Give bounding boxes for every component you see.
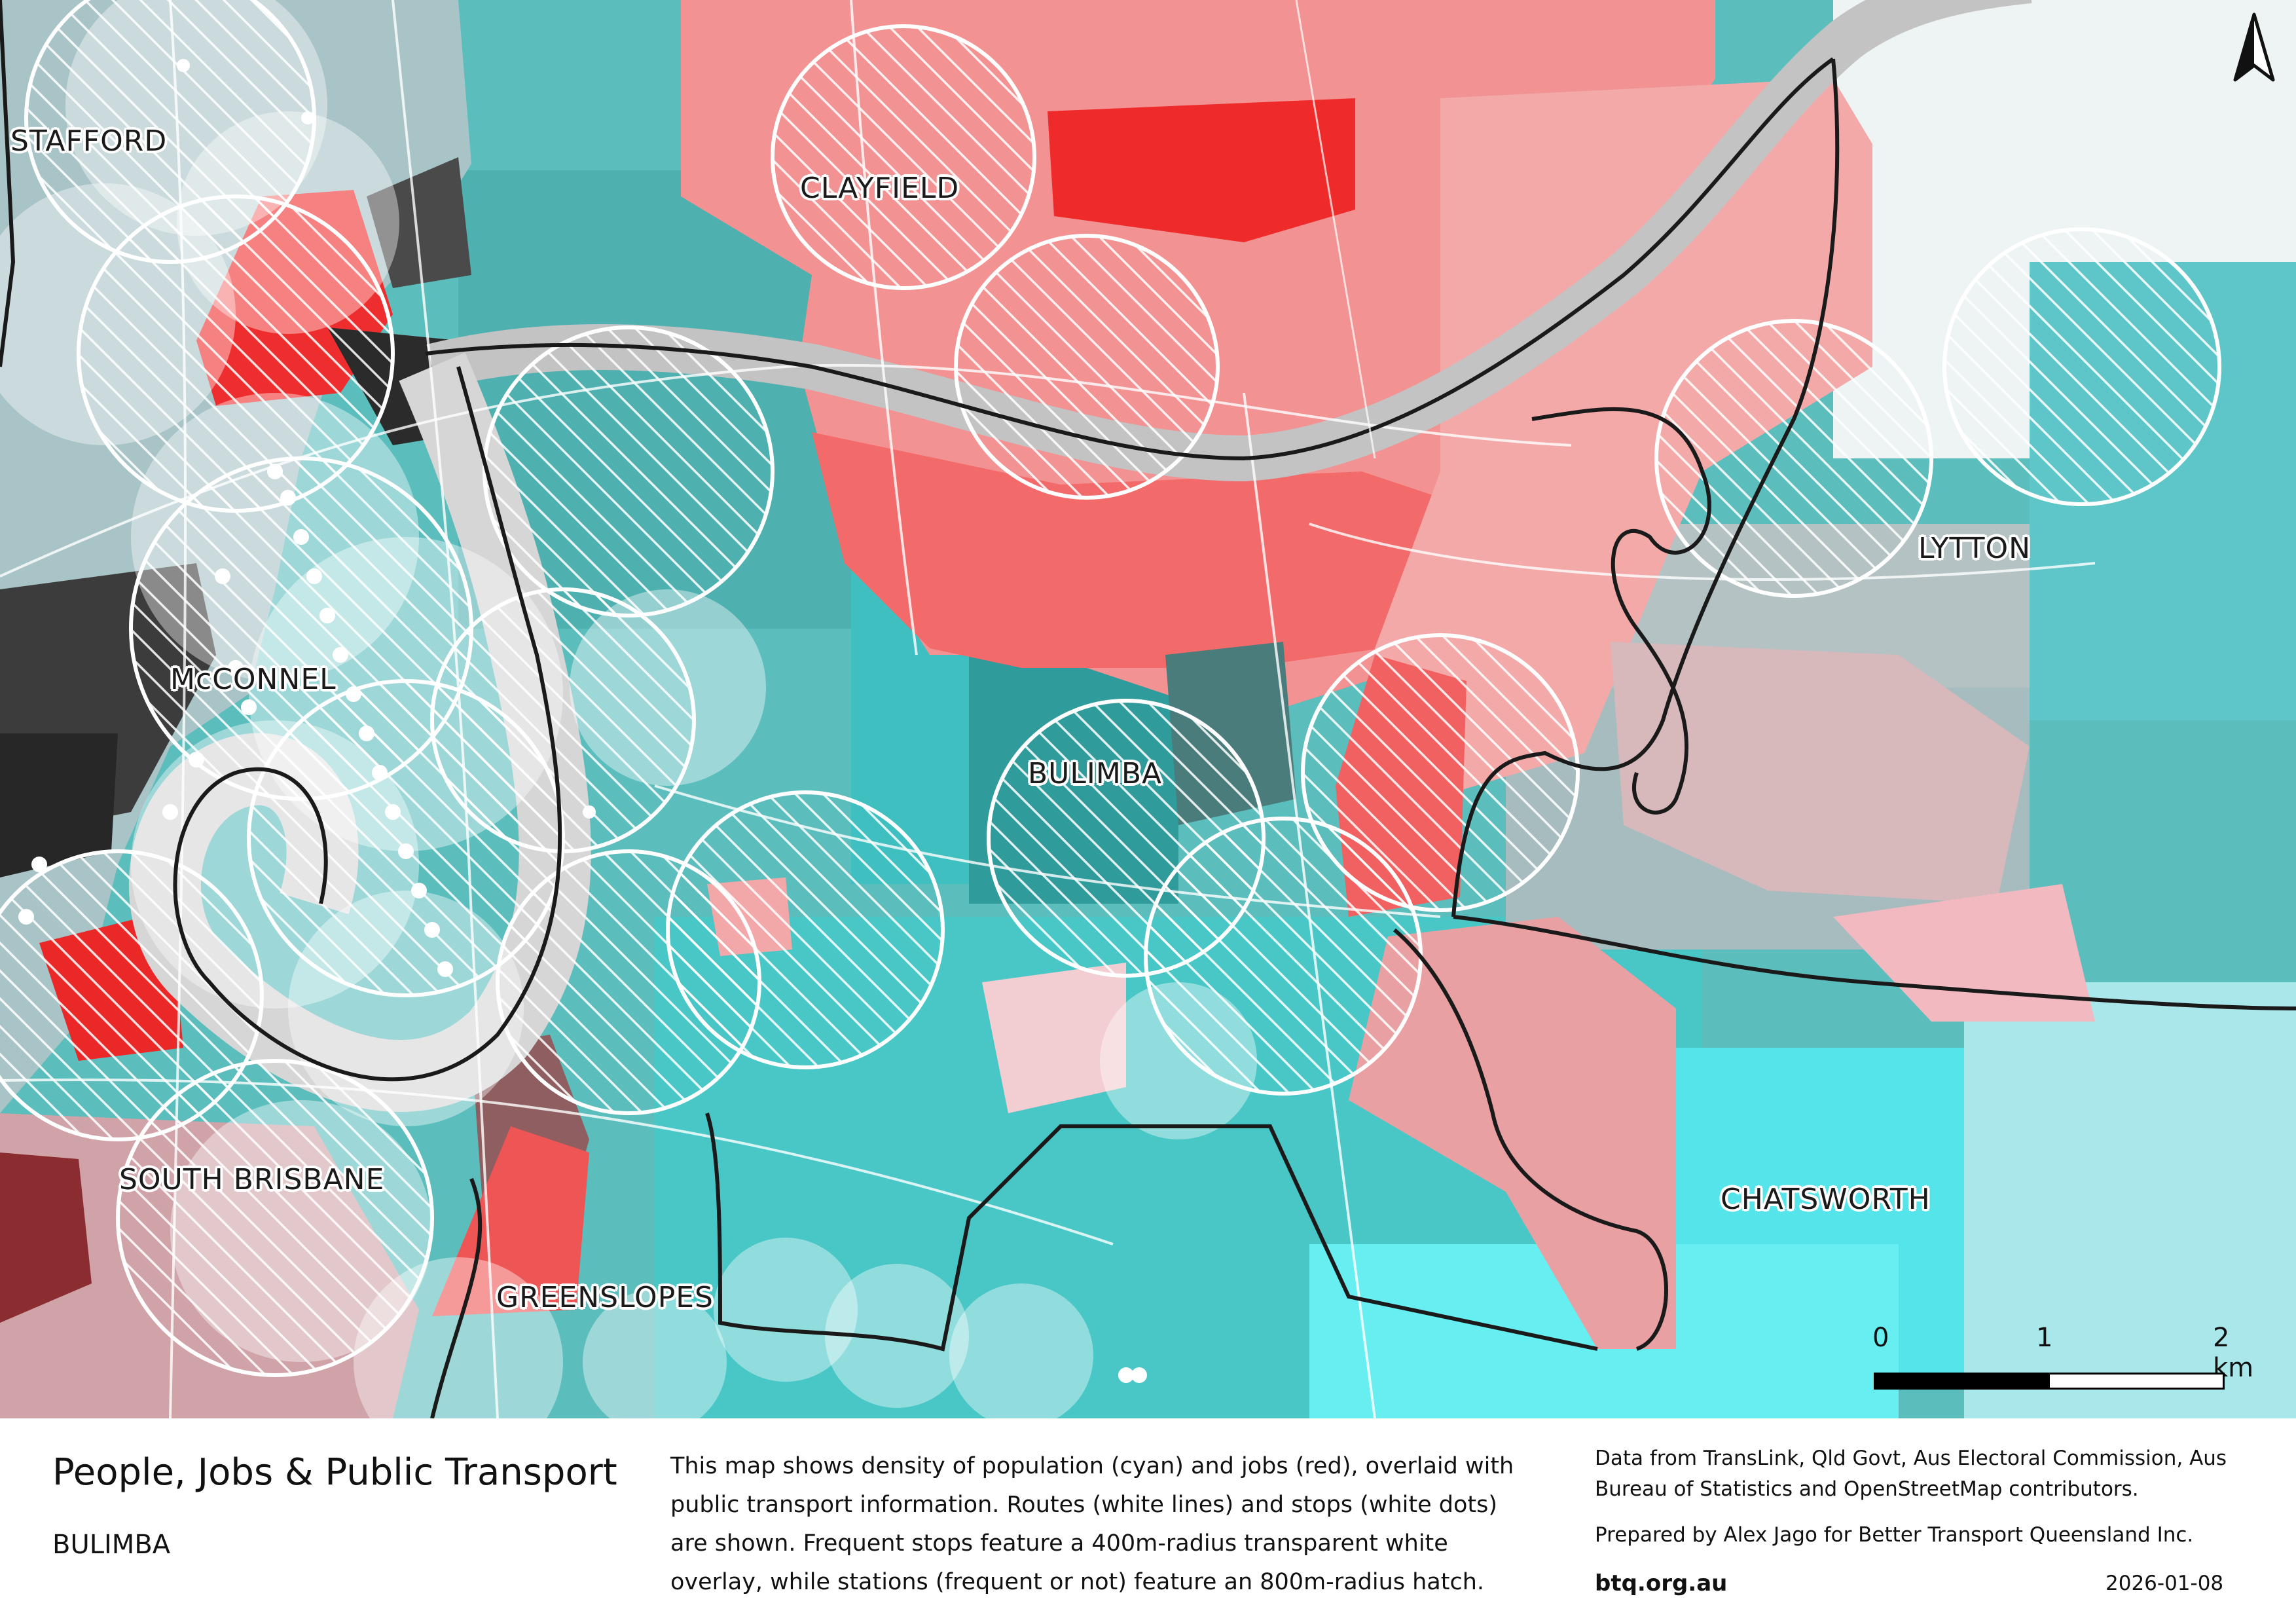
legend-footer: People, Jobs & Public Transport BULIMBA … bbox=[0, 1418, 2296, 1624]
map-date: 2026-01-08 bbox=[2105, 1572, 2224, 1595]
website-link[interactable]: btq.org.au bbox=[1595, 1570, 1728, 1596]
place-label-stafford: STAFFORD bbox=[10, 124, 168, 158]
boundary-lines bbox=[0, 0, 2296, 1418]
mixed-zone-dark bbox=[367, 157, 471, 288]
prepared-by: Prepared by Alex Jago for Better Transpo… bbox=[1595, 1523, 2194, 1547]
place-label-bulimba: BULIMBA bbox=[1028, 757, 1163, 790]
transport-routes bbox=[0, 0, 2096, 1418]
place-label-clayfield: CLAYFIELD bbox=[800, 172, 960, 205]
scale-bar: 0 1 2 km bbox=[1872, 1323, 2253, 1401]
jobs-zone-light bbox=[1833, 884, 2095, 1022]
data-credits: Data from TransLink, Qld Govt, Aus Elect… bbox=[1595, 1447, 2227, 1501]
jobs-zone-high bbox=[1048, 98, 1355, 242]
jobs-zone-light bbox=[1349, 917, 1676, 1349]
map-subtitle: BULIMBA bbox=[52, 1530, 171, 1560]
population-zone bbox=[1964, 982, 2296, 1418]
mixed-zone-dark bbox=[0, 1153, 92, 1323]
jobs-zone bbox=[812, 432, 1440, 668]
place-label-mcconnel: McCONNEL bbox=[170, 663, 337, 696]
scale-segment-white bbox=[2048, 1373, 2225, 1390]
scale-tick-1: 1 bbox=[2036, 1323, 2053, 1353]
transport-stops bbox=[18, 59, 1147, 1383]
place-label-south-brisbane: SOUTH BRISBANE bbox=[119, 1163, 385, 1196]
map-description: This map shows density of population (cy… bbox=[670, 1453, 1514, 1595]
mixed-zone-dark bbox=[0, 733, 118, 877]
place-label-chatsworth: CHATSWORTH bbox=[1721, 1183, 1931, 1216]
bridge-road bbox=[1295, 0, 1376, 459]
map-layers bbox=[0, 0, 2296, 1418]
map-canvas[interactable]: STAFFORD CLAYFIELD LYTTON McCONNEL BULIM… bbox=[0, 0, 2296, 1418]
north-arrow-icon bbox=[2231, 12, 2277, 84]
jobs-zone-light bbox=[1375, 79, 1872, 792]
place-label-greenslopes: GREENSLOPES bbox=[496, 1281, 714, 1314]
station-hatch-circles bbox=[0, 0, 2221, 1377]
scale-segment-black bbox=[1874, 1373, 2050, 1390]
scale-tick-0: 0 bbox=[1872, 1323, 1889, 1353]
jobs-zone bbox=[432, 1126, 589, 1316]
place-label-lytton: LYTTON bbox=[1918, 532, 2032, 565]
map-title: People, Jobs & Public Transport bbox=[52, 1451, 617, 1494]
mixed-zone bbox=[1611, 642, 2030, 904]
jobs-zone-light bbox=[982, 963, 1126, 1113]
